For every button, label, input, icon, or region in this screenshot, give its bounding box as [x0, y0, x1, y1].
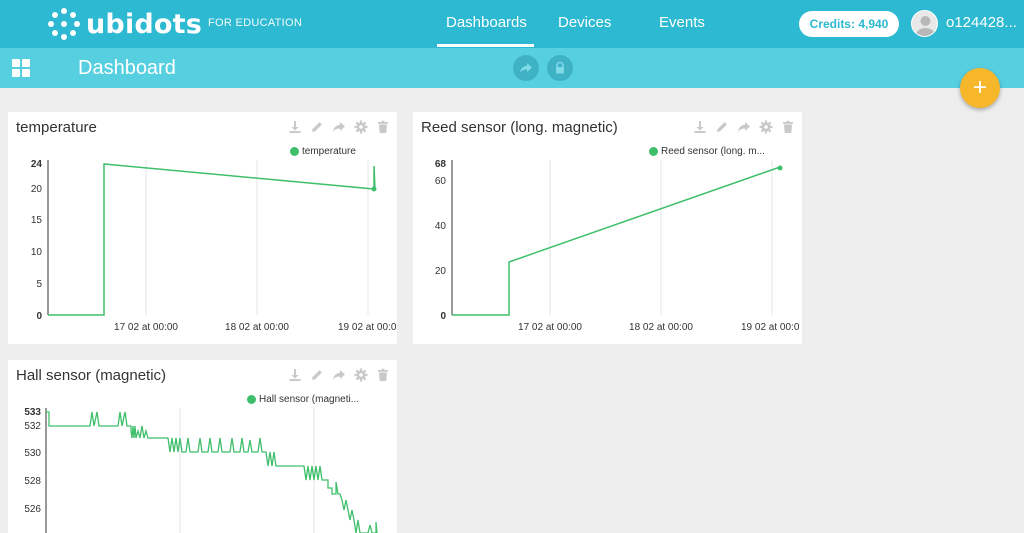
y-tick-label: 530	[24, 448, 41, 459]
x-tick-label: 17 02 at 00:00	[114, 322, 178, 333]
temperature-chart[interactable]: 24 20 15 10 5 0 17 02 at 00:00 18 02 at …	[8, 112, 397, 344]
x-tick-label: 18 02 at 00:00	[225, 322, 289, 333]
add-widget-button[interactable]: +	[960, 68, 1000, 108]
grid	[179, 408, 315, 533]
logo-dots-icon	[48, 8, 80, 40]
legend-dot	[290, 147, 299, 156]
y-max-label: 24	[31, 159, 43, 170]
y-tick-label: 526	[24, 504, 41, 515]
chart-legend: temperature	[290, 146, 356, 157]
series-line-reed	[452, 166, 782, 316]
widget-title: Hall sensor (magnetic)	[16, 367, 167, 384]
y-tick-label: 40	[435, 221, 447, 232]
edu-label: FOR EDUCATION	[208, 17, 303, 29]
widget-reed-sensor: Reed sensor (long. magnetic) Reed sensor…	[413, 112, 802, 344]
chart-legend: Hall sensor (magneti...	[247, 394, 359, 405]
legend-label: Hall sensor (magneti...	[259, 394, 360, 405]
share-icon[interactable]	[332, 368, 346, 382]
dashboard-title[interactable]: Dashboard	[78, 57, 176, 79]
x-tick-label: 19 02 at 00:0	[338, 322, 397, 333]
edit-icon[interactable]	[310, 120, 324, 134]
logo-text: ubidots	[86, 8, 203, 40]
nav-devices[interactable]: Devices	[558, 14, 612, 31]
series-line-temperature	[48, 163, 376, 316]
y-max-label: 68	[435, 159, 447, 170]
settings-icon[interactable]	[759, 120, 773, 134]
legend-label: Reed sensor (long. m...	[661, 146, 765, 157]
grid	[145, 160, 369, 315]
widget-toolbar	[693, 120, 795, 134]
x-tick-label: 18 02 at 00:00	[629, 322, 693, 333]
share-dashboard-button[interactable]	[513, 55, 539, 81]
grid	[549, 160, 773, 315]
chart-legend: Reed sensor (long. m...	[649, 146, 765, 157]
y-tick-label: 15	[31, 215, 43, 226]
reed-sensor-chart[interactable]: 68 60 40 20 0 17 02 at 00:00 18 02 at 00…	[413, 112, 802, 344]
download-icon[interactable]	[288, 368, 302, 382]
download-icon[interactable]	[288, 120, 302, 134]
widget-toolbar	[288, 120, 390, 134]
y-tick-label: 10	[31, 247, 43, 258]
x-tick-label: 19 02 at 00:0	[741, 322, 800, 333]
y-tick-label: 20	[31, 184, 43, 195]
share-icon[interactable]	[332, 120, 346, 134]
lock-dashboard-button[interactable]	[547, 55, 573, 81]
widget-hall-sensor: Hall sensor (magnetic) Hall sensor (magn…	[8, 360, 397, 533]
widget-title: Reed sensor (long. magnetic)	[421, 119, 618, 136]
hall-sensor-chart[interactable]: 533 532 530 528 526	[8, 360, 397, 533]
y-tick-label: 532	[24, 421, 41, 432]
grid-icon[interactable]	[12, 59, 30, 77]
y-max-label: 533	[24, 407, 41, 418]
nav-active-indicator	[437, 44, 534, 47]
widget-toolbar	[288, 368, 390, 382]
trash-icon[interactable]	[781, 120, 795, 134]
dashboard-toolbar: Dashboard	[0, 48, 1024, 88]
share-icon[interactable]	[737, 120, 751, 134]
data-point	[777, 165, 783, 171]
lock-icon	[556, 61, 564, 74]
edit-icon[interactable]	[715, 120, 729, 134]
ubidots-logo[interactable]: ubidots	[48, 8, 202, 40]
credits-badge[interactable]: Credits: 4,940	[799, 11, 899, 37]
data-point	[371, 186, 377, 192]
top-navbar: ubidots FOR EDUCATION Dashboards Devices…	[0, 0, 1024, 48]
legend-dot	[247, 395, 256, 404]
settings-icon[interactable]	[354, 120, 368, 134]
y-tick-label: 20	[435, 266, 447, 277]
share-icon	[520, 63, 532, 73]
y-tick-label: 0	[440, 311, 446, 322]
nav-events[interactable]: Events	[659, 14, 705, 31]
download-icon[interactable]	[693, 120, 707, 134]
nav-dashboards[interactable]: Dashboards	[446, 14, 527, 31]
legend-dot	[649, 147, 658, 156]
legend-label: temperature	[302, 146, 356, 157]
settings-icon[interactable]	[354, 368, 368, 382]
trash-icon[interactable]	[376, 120, 390, 134]
y-tick-label: 528	[24, 476, 41, 487]
x-tick-label: 17 02 at 00:00	[518, 322, 582, 333]
avatar[interactable]	[911, 10, 938, 37]
series-line-hall	[46, 411, 378, 533]
widget-temperature: temperature temperature 24 20 15 10 5 0 …	[8, 112, 397, 344]
widget-title: temperature	[16, 119, 97, 136]
trash-icon[interactable]	[376, 368, 390, 382]
y-tick-label: 0	[36, 311, 42, 322]
user-avatar-icon	[915, 16, 936, 36]
y-tick-label: 5	[36, 279, 42, 290]
username[interactable]: o124428...	[946, 14, 1017, 31]
y-tick-label: 60	[435, 176, 447, 187]
edit-icon[interactable]	[310, 368, 324, 382]
